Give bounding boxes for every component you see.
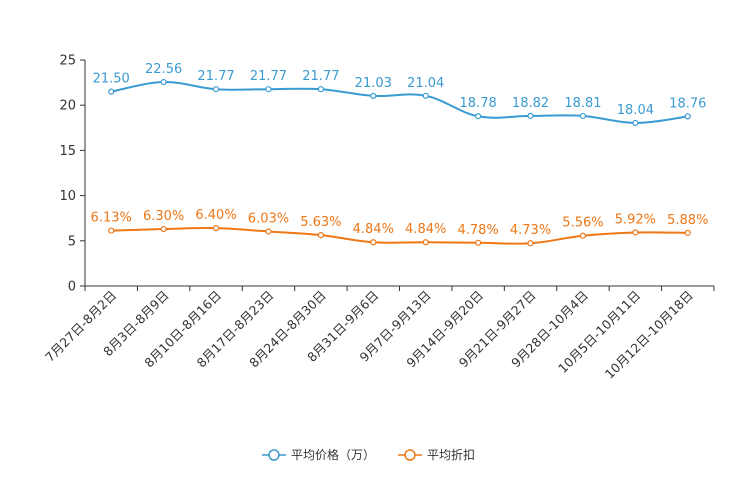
series-discount-point [632, 229, 639, 236]
series-discount-data-label: 4.84% [405, 222, 446, 237]
series-discount-point [422, 239, 429, 246]
series-price-data-label: 18.78 [460, 96, 497, 111]
series-price-point [422, 92, 429, 99]
series-price-data-label: 18.81 [564, 96, 601, 111]
y-tick-label: 15 [59, 144, 76, 159]
legend-price-marker [268, 449, 280, 461]
series-price-point [684, 113, 691, 120]
series-price-point [265, 86, 272, 93]
series-price-data-label: 21.50 [93, 72, 130, 87]
series-price-data-label: 18.04 [617, 103, 654, 118]
series-discount-data-label: 4.84% [353, 222, 394, 237]
series-discount-point [265, 228, 272, 235]
series-price-point [370, 92, 377, 99]
y-tick-label: 5 [68, 234, 76, 249]
series-price-data-label: 21.77 [250, 69, 287, 84]
y-tick-label: 0 [68, 280, 76, 295]
series-discount-data-label: 4.78% [457, 223, 498, 238]
series-discount-point [370, 239, 377, 246]
series-price-point [475, 113, 482, 120]
series-discount-data-label: 4.73% [510, 223, 551, 238]
series-price-data-label: 21.03 [355, 76, 392, 91]
series-price-point [108, 88, 115, 95]
series-price-point [579, 112, 587, 120]
series-discount-data-label: 5.88% [667, 213, 708, 228]
series-discount-point [684, 229, 691, 236]
series-discount-point [212, 225, 220, 232]
series-discount-point [317, 232, 324, 239]
legend-item-discount[interactable]: 平均折扣 [398, 447, 475, 462]
series-discount-data-label: 5.92% [615, 212, 656, 227]
series-price-point [527, 112, 534, 119]
series-discount-data-label: 6.40% [195, 208, 236, 223]
series-price-data-label: 21.77 [302, 69, 339, 84]
y-tick-label: 20 [59, 99, 76, 114]
series-price-point [632, 119, 639, 127]
series-discount-data-label: 6.30% [143, 209, 184, 224]
series-discount-data-label: 6.03% [248, 211, 289, 226]
y-tick-label: 25 [59, 54, 76, 69]
series-discount-data-label: 5.56% [562, 216, 603, 231]
legend-discount-label: 平均折扣 [427, 447, 475, 462]
series-discount-line [111, 227, 688, 245]
series-price-data-label: 21.04 [407, 76, 444, 91]
legend: 平均价格（万） 平均折扣 [262, 447, 475, 462]
series-price-point [212, 86, 220, 93]
series-price-point [160, 78, 167, 86]
series-price-line [111, 81, 688, 124]
series-discount-point [160, 225, 167, 233]
series-discount-data-label: 6.13% [91, 211, 132, 226]
legend-item-price[interactable]: 平均价格（万） [262, 447, 375, 462]
legend-discount-marker [404, 449, 416, 461]
series-discount-point [475, 239, 482, 246]
series-discount-data-label: 5.63% [300, 215, 341, 230]
series-price-data-label: 21.77 [197, 69, 234, 84]
series-price-data-label: 18.76 [669, 96, 706, 111]
series-price-point [317, 86, 324, 93]
x-tick-label: 10月12日-10月18日 [602, 288, 696, 382]
series-discount-point [579, 232, 587, 239]
series-discount-point [108, 227, 115, 234]
series-price-data-label: 22.56 [145, 62, 182, 77]
series-price-data-label: 18.82 [512, 96, 549, 111]
series-discount-point [527, 240, 534, 247]
y-tick-label: 10 [59, 189, 76, 204]
legend-price-label: 平均价格（万） [291, 447, 375, 462]
